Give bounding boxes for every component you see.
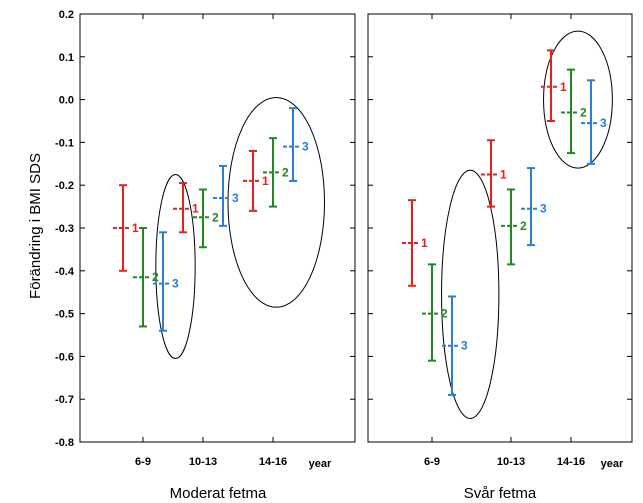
series-label: 1: [560, 80, 567, 94]
y-tick-label: 0.1: [59, 52, 74, 64]
series-label: 3: [172, 277, 179, 291]
series-label: 3: [540, 202, 547, 216]
series-label: 2: [282, 165, 289, 179]
x-category-label: 6-9: [135, 456, 151, 468]
plot-frame: [367, 13, 633, 443]
series-label: 3: [461, 339, 468, 353]
panel-title: Moderat fetma: [170, 485, 267, 502]
error-bar-series-1: 1: [113, 184, 139, 272]
group-ellipse: [543, 30, 613, 169]
y-tick-label: -0.1: [55, 137, 74, 149]
error-bar-series-2: 2: [422, 263, 448, 362]
error-bar-series-3: 3: [442, 295, 468, 396]
y-tick-label: -0.8: [55, 437, 74, 449]
y-tick-label: -0.2: [55, 180, 74, 192]
x-category-label: 10-13: [189, 456, 217, 468]
y-tick-label: -0.4: [55, 266, 75, 278]
series-label: 1: [192, 202, 199, 216]
error-bar-series-2: 2: [133, 227, 159, 328]
error-bar-series-1: 1: [402, 199, 428, 287]
error-bar-series-3: 3: [153, 231, 179, 332]
error-bar-series-1: 1: [541, 49, 567, 122]
panel-title: Svår fetma: [464, 485, 537, 502]
series-label: 2: [212, 210, 219, 224]
series-label: 3: [302, 140, 309, 154]
error-bar-series-3: 3: [213, 164, 239, 227]
series-label: 1: [262, 174, 269, 188]
x-unit-label: year: [601, 458, 624, 470]
error-bar-series-1: 1: [243, 149, 269, 212]
series-label: 1: [500, 168, 507, 182]
series-label: 2: [580, 105, 587, 119]
x-category-label: 14-16: [557, 456, 585, 468]
error-bar-series-1: 1: [173, 182, 199, 234]
y-tick-label: 0.0: [59, 95, 74, 107]
x-unit-label: year: [309, 458, 332, 470]
x-category-label: 6-9: [424, 456, 440, 468]
error-bar-series-3: 3: [581, 79, 607, 165]
error-bar-series-2: 2: [193, 188, 219, 249]
y-tick-label: 0.2: [59, 9, 74, 21]
series-label: 2: [441, 307, 448, 321]
series-label: 3: [232, 191, 239, 205]
series-label: 1: [132, 221, 139, 235]
group-ellipse: [227, 96, 326, 308]
error-bar-series-2: 2: [501, 188, 527, 266]
x-category-label: 14-16: [259, 456, 287, 468]
y-tick-label: -0.5: [55, 309, 74, 321]
y-tick-label: -0.6: [55, 351, 74, 363]
y-tick-label: -0.3: [55, 223, 74, 235]
panel-1: 0.2 0.1 0.0 -0.1 -0.2 -0.3 -0.4 -0.5 -0.6 -0.7 -0.…: [55, 9, 356, 502]
series-label: 2: [520, 219, 527, 233]
error-bar-series-3: 3: [283, 107, 309, 182]
y-axis-label: Förändring i BMI SDS: [27, 153, 44, 299]
error-bar-series-1: 1: [481, 139, 507, 208]
series-label: 3: [600, 116, 607, 130]
series-label: 1: [421, 236, 428, 250]
group-ellipse: [441, 169, 500, 419]
error-bar-series-2: 2: [561, 68, 587, 155]
group-ellipse: [155, 174, 196, 360]
x-category-label: 10-13: [497, 456, 525, 468]
panels: 0.2 0.1 0.0 -0.1 -0.2 -0.3 -0.4 -0.5 -0.6 -0.7 -0.…: [55, 9, 633, 502]
error-bar-series-2: 2: [263, 137, 289, 208]
y-tick-label: -0.7: [55, 394, 74, 406]
error-bar-series-3: 3: [521, 167, 547, 247]
series-label: 2: [152, 270, 159, 284]
